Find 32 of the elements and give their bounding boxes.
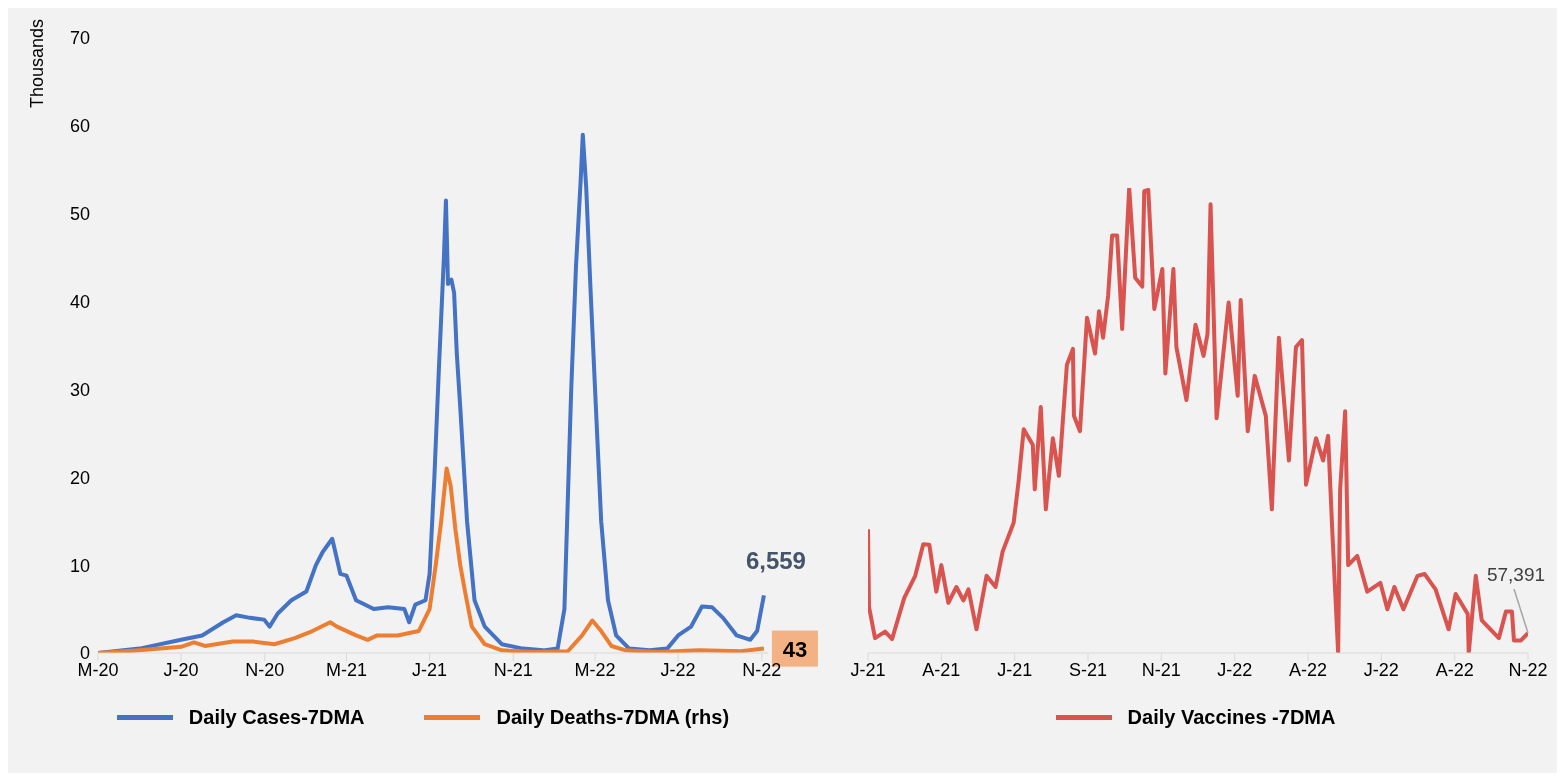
x-tick-label: J-21	[412, 659, 448, 680]
y-tick-label: 60	[69, 116, 90, 137]
x-tick-label: J-21	[850, 659, 886, 680]
x-tick-label: N-22	[742, 659, 782, 680]
annotation: 6,559	[745, 547, 806, 575]
y-tick-label: 70	[69, 28, 90, 49]
x-tick-label: N-21	[493, 659, 533, 680]
y-tick-label: 50	[69, 204, 90, 225]
legend-label: Daily Vaccines -7DMA	[1127, 706, 1336, 729]
x-tick-label: J-21	[997, 659, 1033, 680]
legend-label: Daily Cases-7DMA	[188, 706, 365, 729]
annotation: 57,391	[1486, 564, 1546, 586]
x-tick-label: J-22	[1363, 659, 1399, 680]
x-tick-label: M-22	[574, 659, 616, 680]
x-tick-label: N-22	[1508, 659, 1548, 680]
y-tick-label: 10	[69, 555, 90, 576]
y-tick-label: 20	[69, 467, 90, 488]
x-tick-label: A-22	[1288, 659, 1328, 680]
x-tick-label: J-20	[163, 659, 199, 680]
y-tick-label: 40	[69, 291, 90, 312]
x-tick-label: S-21	[1068, 659, 1108, 680]
x-tick-label: A-21	[922, 659, 961, 680]
x-tick-label: J-22	[660, 659, 696, 680]
y-tick-label: 30	[69, 379, 90, 400]
annotation: 43	[782, 636, 808, 662]
x-tick-label: J-22	[1217, 659, 1253, 680]
x-tick-label: M-21	[326, 659, 368, 680]
legend-label: Daily Deaths-7DMA (rhs)	[496, 706, 730, 729]
y-axis-title: Thousands	[26, 18, 47, 108]
x-tick-label: N-21	[1141, 659, 1181, 680]
x-tick-label: N-20	[245, 659, 285, 680]
x-tick-label: A-22	[1435, 659, 1474, 680]
